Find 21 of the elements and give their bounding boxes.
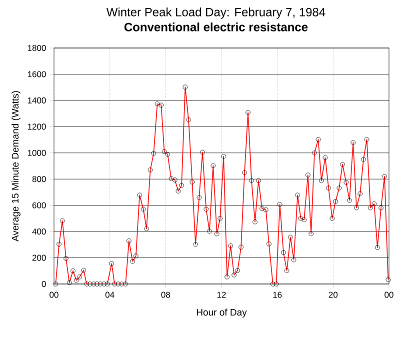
x-tick-label: 16: [273, 292, 282, 298]
y-tick-label: 1000: [28, 150, 46, 156]
chart-title: Winter Peak Load Day: February 7, 1984: [106, 8, 326, 19]
y-tick-label: 400: [32, 228, 46, 235]
x-axis-title: Hour of Day: [196, 308, 247, 318]
x-tick-label: 20: [328, 292, 338, 298]
y-tick-label: 1200: [28, 124, 46, 130]
x-tick-label: 08: [161, 292, 170, 298]
x-tick-label: 12: [217, 292, 226, 298]
y-tick-label: 1800: [28, 44, 46, 51]
y-tick-label: 1400: [28, 97, 46, 104]
y-tick-label: 0: [42, 280, 46, 287]
x-tick-label: 00: [50, 292, 58, 298]
y-axis-title: Average 15 Minute Demand (Watts): [12, 91, 20, 242]
y-tick-label: 200: [32, 254, 46, 261]
y-tick-label: 1600: [28, 71, 46, 78]
y-tick-label: 800: [32, 176, 46, 182]
x-tick-label: 04: [105, 292, 114, 298]
x-tick-label: 00: [384, 292, 394, 298]
chart-subtitle: Conventional electric resistance: [124, 22, 308, 32]
y-tick-label: 600: [32, 202, 46, 208]
